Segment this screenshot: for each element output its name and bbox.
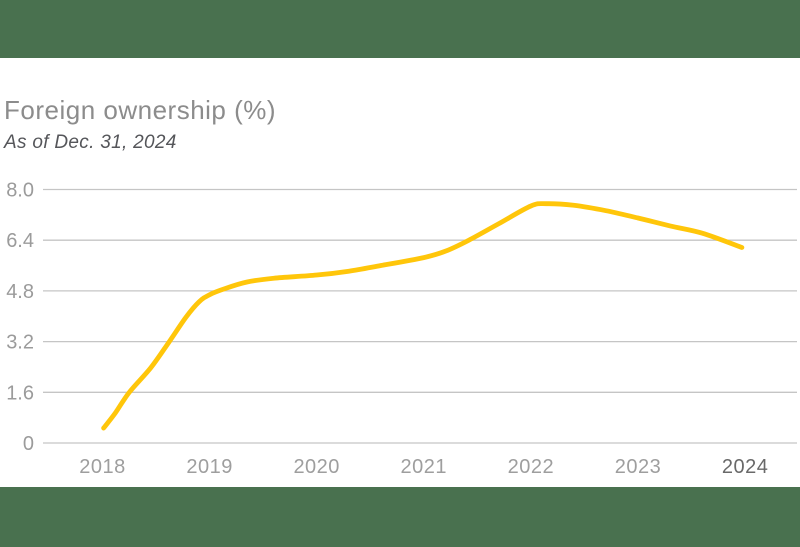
x-tick-label: 2020 [293,456,340,478]
chart-title: Foreign ownership (%) [4,95,277,125]
header-band [0,0,800,58]
y-tick-label: 4.8 [6,281,34,303]
footer-band [0,487,800,547]
chart-subtitle: As of Dec. 31, 2024 [4,132,177,153]
y-tick-label: 6.4 [6,230,34,252]
trend-line [101,201,745,431]
y-tick-label: 1.6 [6,382,34,404]
line-chart: 0 1.6 3.2 4.8 6.4 8.0 2018 2019 2020 2021 2022 2023… [6,179,797,478]
x-tick-label: 2022 [508,456,555,478]
x-tick-label: 2019 [186,456,233,478]
y-tick-label: 3.2 [6,332,34,354]
x-tick-label: 2018 [79,456,126,478]
x-tick-label: 2021 [401,456,448,478]
y-tick-label: 0 [23,433,34,455]
x-tick-label: 2024 [722,456,769,478]
x-tick-label: 2023 [615,456,662,478]
y-tick-label: 8.0 [6,179,34,201]
